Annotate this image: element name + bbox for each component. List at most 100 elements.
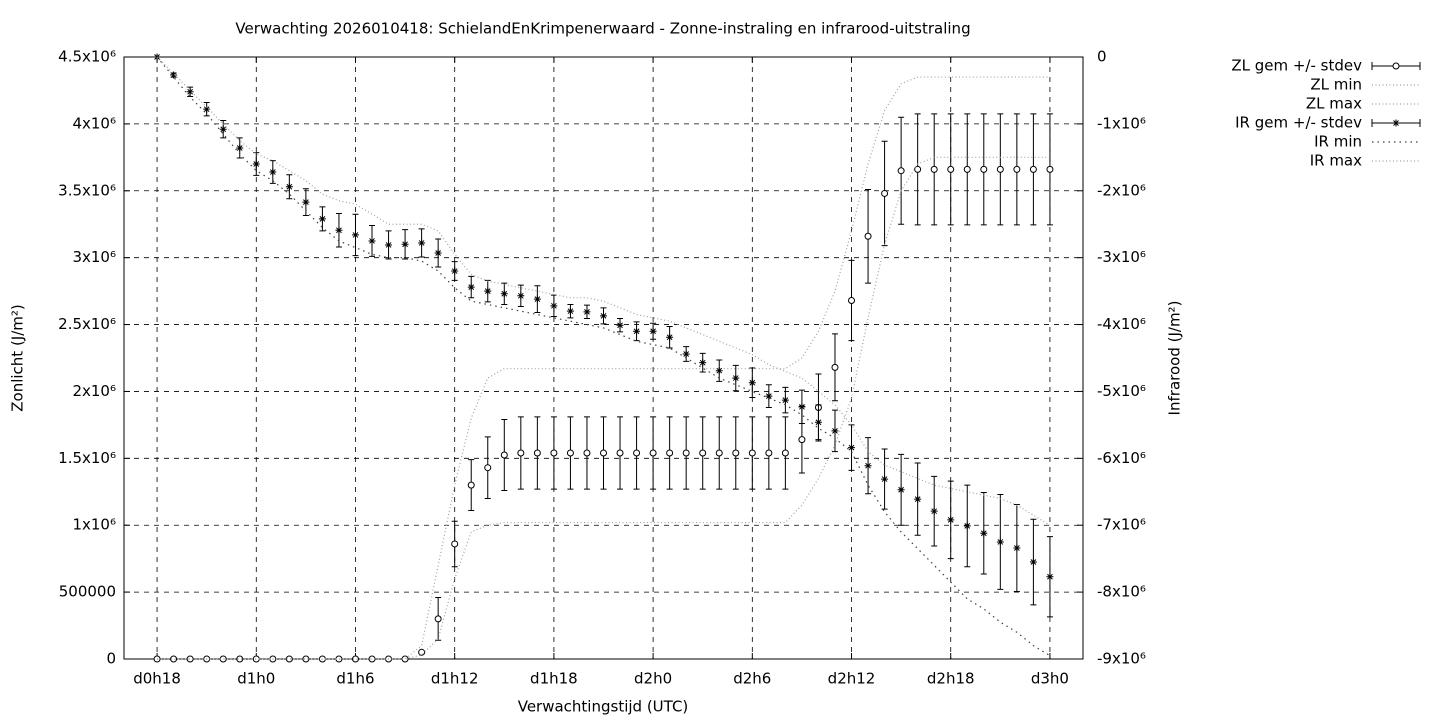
legend-marker — [1392, 119, 1400, 127]
marker — [980, 165, 988, 173]
marker — [748, 379, 756, 387]
legend-marker — [1392, 62, 1400, 70]
marker — [484, 287, 492, 295]
y-tick-label: 2x10⁶ — [72, 382, 116, 400]
y2-tick-label: -6x10⁶ — [1097, 449, 1146, 467]
marker — [285, 183, 293, 191]
marker — [682, 449, 690, 457]
marker — [566, 307, 574, 315]
x-tick-label: d3h0 — [1031, 670, 1069, 688]
y2-tick-label: -7x10⁶ — [1097, 516, 1146, 534]
marker — [765, 392, 773, 400]
marker — [781, 449, 789, 457]
legend-label: IR max — [1310, 152, 1362, 170]
x-tick-label: d1h18 — [530, 670, 578, 688]
y2-tick-label: -4x10⁶ — [1097, 315, 1146, 333]
marker — [533, 295, 541, 303]
marker — [583, 449, 591, 457]
marker — [566, 449, 574, 457]
x-tick-label: d0h18 — [133, 670, 181, 688]
x-axis-label: Verwachtingstijd (UTC) — [518, 698, 689, 716]
y2-tick-label: -3x10⁶ — [1097, 248, 1146, 266]
marker — [682, 350, 690, 358]
marker — [715, 449, 723, 457]
marker — [467, 283, 475, 291]
marker — [1046, 165, 1054, 173]
marker — [666, 449, 674, 457]
marker — [500, 290, 508, 298]
marker — [914, 165, 922, 173]
marker — [831, 427, 839, 435]
marker — [385, 241, 393, 249]
x-tick-label: d2h12 — [828, 670, 876, 688]
marker — [699, 449, 707, 457]
x-tick-label: d1h12 — [431, 670, 479, 688]
marker — [864, 462, 872, 470]
marker — [798, 436, 806, 444]
marker — [649, 449, 657, 457]
y2-tick-label: -8x10⁶ — [1097, 583, 1146, 601]
marker — [781, 396, 789, 404]
marker — [1029, 165, 1037, 173]
marker — [1013, 165, 1021, 173]
x-tick-label: d2h6 — [733, 670, 771, 688]
legend-label: ZL min — [1310, 76, 1362, 94]
marker — [798, 403, 806, 411]
marker — [467, 481, 475, 489]
marker — [236, 655, 244, 663]
marker — [550, 302, 558, 310]
y-tick-label: 4.5x10⁶ — [58, 48, 116, 66]
y-tick-label: 2.5x10⁶ — [58, 315, 116, 333]
marker — [418, 648, 426, 656]
y-tick-label: 500000 — [59, 583, 116, 601]
marker — [616, 321, 624, 329]
marker — [170, 71, 178, 79]
marker — [285, 655, 293, 663]
marker — [186, 655, 194, 663]
marker — [1013, 544, 1021, 552]
y-tick-label: 1x10⁶ — [72, 516, 116, 534]
y-tick-label: 3x10⁶ — [72, 248, 116, 266]
marker — [418, 239, 426, 247]
x-tick-label: d2h18 — [927, 670, 975, 688]
y2-tick-label: -5x10⁶ — [1097, 382, 1146, 400]
legend-label: IR gem +/- stdev — [1235, 114, 1362, 132]
marker — [1029, 558, 1037, 566]
marker — [600, 449, 607, 457]
marker — [1046, 573, 1054, 581]
marker — [732, 374, 740, 382]
range-line — [156, 56, 1051, 657]
marker — [963, 165, 971, 173]
marker — [203, 105, 211, 113]
plot-frame — [123, 56, 1084, 660]
marker — [252, 160, 260, 168]
marker — [715, 367, 723, 375]
marker — [368, 237, 376, 245]
marker — [765, 449, 773, 457]
marker — [616, 449, 624, 457]
y2-tick-label: -2x10⁶ — [1097, 181, 1146, 199]
marker — [517, 449, 525, 457]
y-tick-label: 4x10⁶ — [72, 114, 116, 132]
marker — [236, 144, 244, 152]
marker — [434, 249, 442, 257]
marker — [897, 486, 905, 494]
marker — [881, 189, 889, 197]
marker — [848, 296, 856, 304]
x-tick-label: d1h6 — [336, 670, 374, 688]
marker — [451, 267, 459, 275]
y2-tick-label: -9x10⁶ — [1097, 650, 1146, 668]
marker — [947, 165, 955, 173]
legend-label: ZL gem +/- stdev — [1231, 57, 1362, 75]
marker — [170, 655, 178, 663]
marker — [517, 292, 525, 300]
marker — [963, 522, 971, 530]
marker — [302, 655, 310, 663]
marker — [434, 615, 442, 623]
marker — [864, 232, 872, 240]
marker — [649, 327, 657, 335]
marker — [831, 363, 839, 371]
marker — [335, 655, 343, 663]
marker — [748, 449, 756, 457]
